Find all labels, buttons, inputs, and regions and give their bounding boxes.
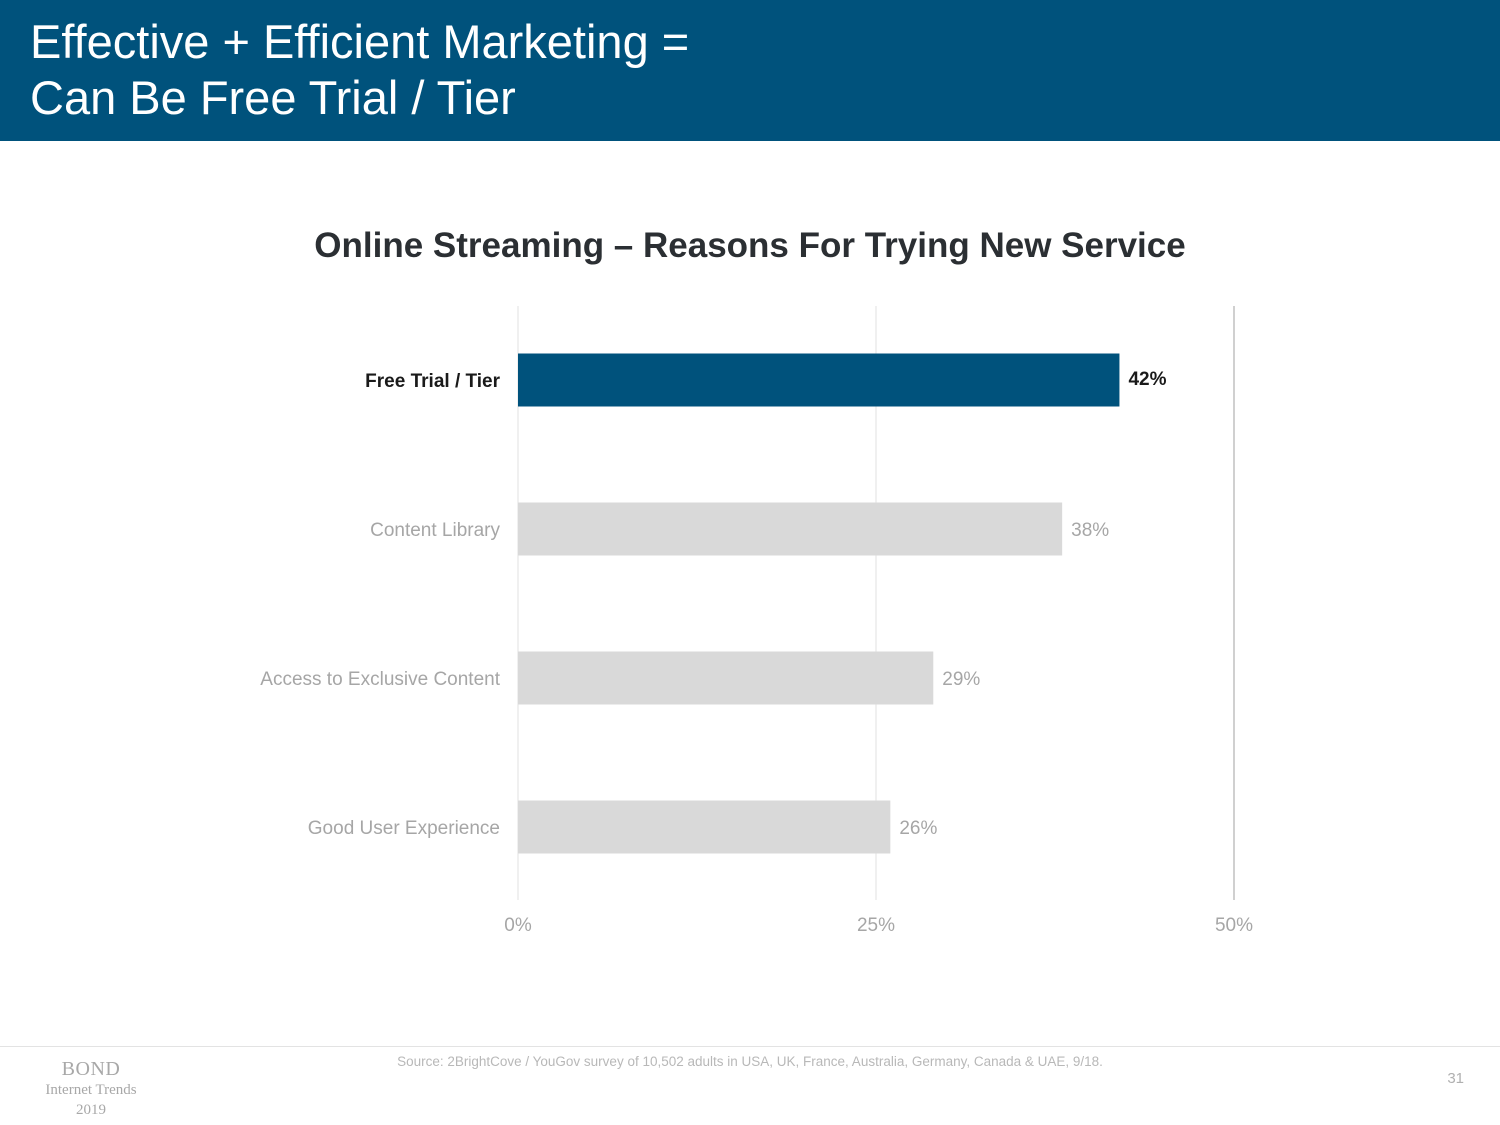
category-label: Access to Exclusive Content [260, 669, 500, 690]
logo-brand: BOND [61, 1058, 121, 1080]
data-label: 42% [1128, 369, 1166, 390]
bar-4 [518, 800, 891, 854]
category-label: Free Trial / Tier [365, 371, 500, 392]
x-tick-label: 25% [857, 915, 895, 936]
source-note: Source: 2BrightCove / YouGov survey of 1… [397, 1054, 1103, 1069]
bar-2 [518, 502, 1063, 556]
category-label: Good User Experience [308, 818, 500, 839]
slide-title-line-2: Can Be Free Trial / Tier [30, 71, 516, 124]
data-label: 26% [899, 818, 937, 839]
slide-title-line-1: Effective + Efficient Marketing = [30, 15, 690, 68]
x-tick-label: 50% [1215, 915, 1253, 936]
bar-1 [518, 353, 1120, 407]
logo-year: 2019 [76, 1102, 106, 1118]
page-number: 31 [1447, 1070, 1464, 1087]
data-label: 38% [1071, 520, 1109, 541]
slide-header: Effective + Efficient Marketing = Can Be… [0, 0, 1500, 141]
category-label: Content Library [370, 520, 500, 541]
data-label: 29% [942, 669, 980, 690]
slide-title: Effective + Efficient Marketing = Can Be… [30, 14, 689, 126]
x-tick-label: 0% [504, 915, 532, 936]
footer-divider [0, 1046, 1500, 1047]
bar-3 [518, 651, 934, 705]
logo-subtitle: Internet Trends [45, 1082, 137, 1098]
bar-chart: 0% 25% 50% Free Trial / Tier 42% Content Libr… [260, 306, 1253, 936]
bond-logo: BOND Internet Trends 2019 [20, 1058, 162, 1120]
chart-title: Online Streaming – Reasons For Trying Ne… [314, 226, 1186, 265]
